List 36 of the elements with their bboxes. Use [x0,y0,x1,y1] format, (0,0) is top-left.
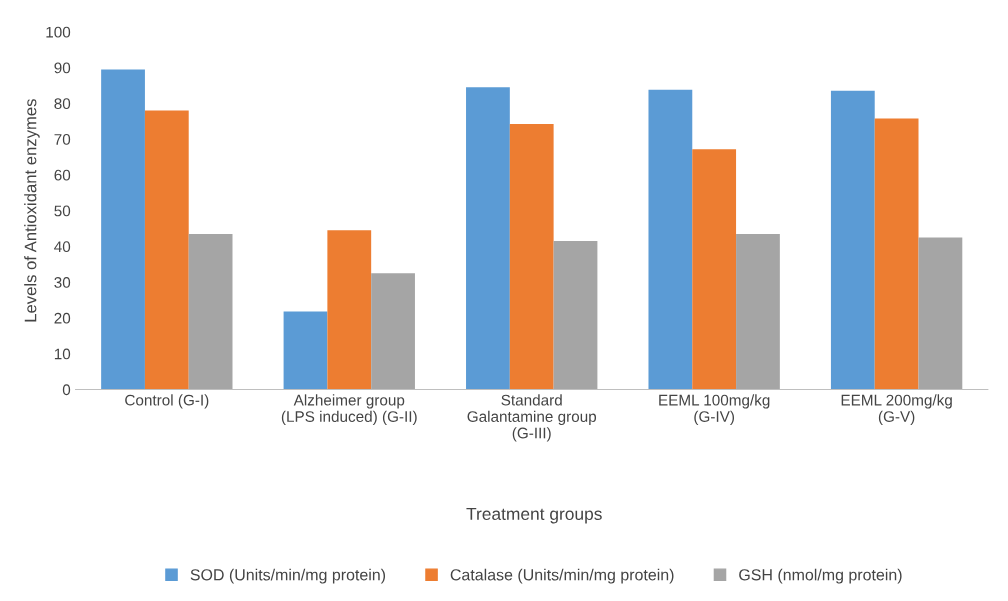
x-tick-label: EEML 100mg/kg (G-IV) [659,394,770,425]
bar [648,89,693,390]
y-tick-label: 0 [62,384,71,396]
y-tick-label: 20 [54,312,71,324]
bar [283,311,328,390]
y-tick-label: 40 [54,241,71,253]
bar [327,230,372,390]
bar [692,149,737,390]
x-tick-label: Control (G-I) [125,394,209,409]
legend-label: Catalase (Units/min/mg protein) [450,568,674,584]
bar [509,124,554,390]
bar [918,237,963,390]
y-tick-label: 70 [54,134,71,145]
x-tick-label: Standard Galantamine group (G-III) [467,394,597,442]
bar [830,90,875,390]
y-axis-title: Levels of Antioxidant enzymes [24,99,40,322]
y-tick-label: 50 [54,205,71,217]
y-tick-label: 60 [54,169,71,181]
legend-label: SOD (Units/min/mg protein) [190,568,386,584]
bar [144,110,189,390]
y-tick-label: 10 [54,348,71,360]
bar [874,118,919,390]
x-tick-label: EEML 200mg/kg (G-V) [841,394,952,425]
bar [371,273,415,390]
y-tick-label: 80 [54,98,71,110]
y-tick-label: 30 [54,277,71,288]
legend-label: GSH (nmol/mg protein) [739,568,902,584]
bar [101,69,145,390]
bar [466,87,510,390]
bar [553,241,598,390]
x-tick-label: Alzheimer group (LPS induced) (G-II) [281,394,417,425]
y-tick-label: 90 [54,62,71,74]
bar [736,233,780,390]
x-axis-title: Treatment groups [466,507,602,524]
y-tick-label: 100 [46,26,71,38]
bar [188,233,233,390]
